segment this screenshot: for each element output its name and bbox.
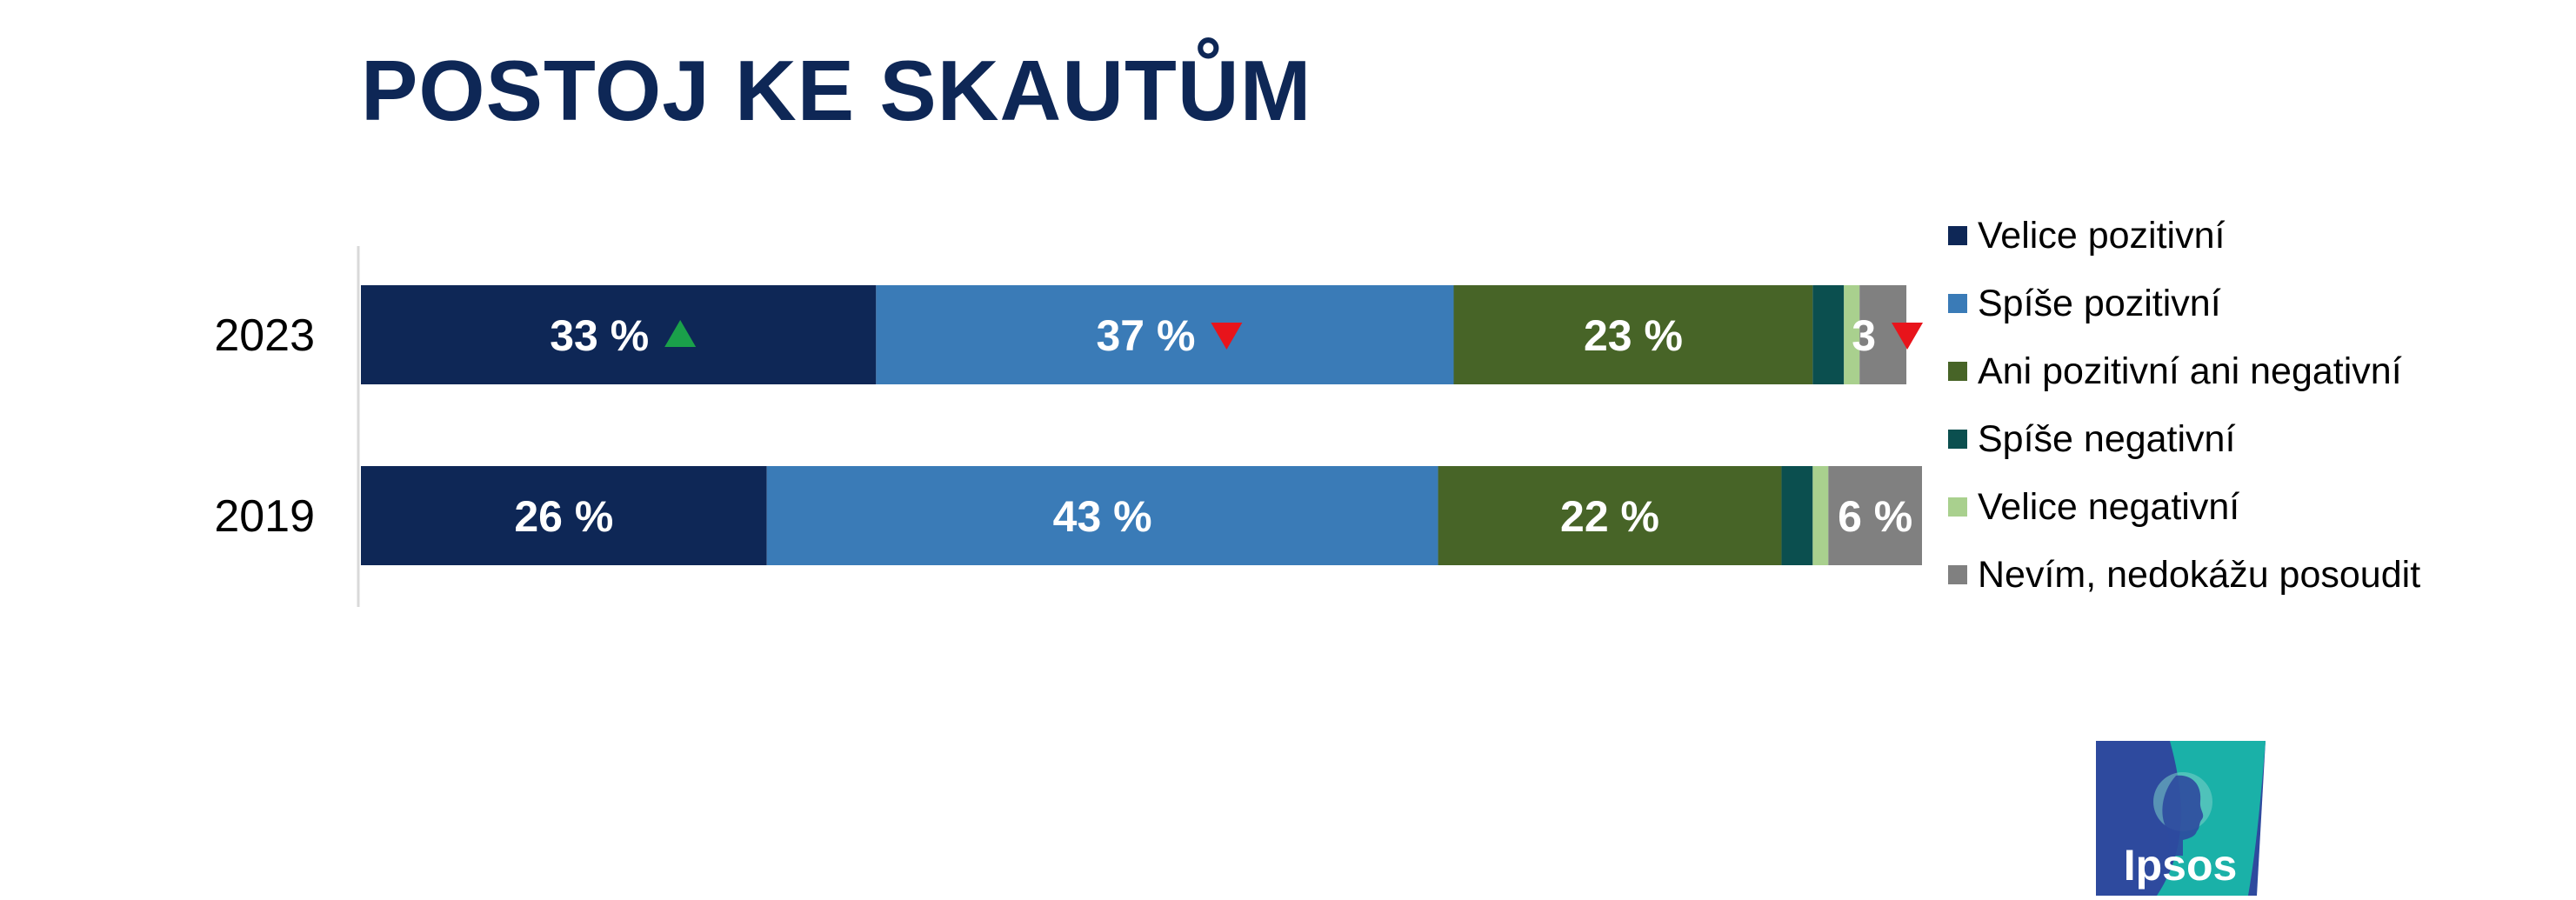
category-label-2023: 2023	[214, 310, 315, 361]
down-arrow-icon	[1211, 323, 1243, 350]
data-label-2023-2: 37 %	[1096, 311, 1195, 360]
legend-swatch	[1948, 565, 1967, 584]
bar-segment-2019-6	[1828, 466, 1922, 565]
down-arrow-icon	[1892, 323, 1924, 350]
up-arrow-icon	[664, 320, 697, 347]
legend-item-4: Spíše negativní	[1948, 405, 2420, 473]
bar-segment-2019-1	[361, 466, 767, 565]
bar-segment-2023-6	[1859, 285, 1907, 384]
data-label-2023-1: 33 %	[550, 311, 649, 360]
legend-swatch	[1948, 226, 1967, 245]
legend-swatch	[1948, 497, 1967, 517]
bar-segment-2023-4	[1812, 285, 1845, 384]
data-label-2019-1: 26 %	[514, 492, 613, 541]
category-label-2019: 2019	[214, 491, 315, 542]
legend-item-6: Nevím, nedokážu posoudit	[1948, 541, 2420, 609]
chart-legend: Velice pozitivní Spíše pozitivní Ani pozit…	[1948, 202, 2420, 609]
data-label-2019-6: 6 %	[1838, 492, 1912, 541]
legend-label: Ani pozitivní ani negativní	[1978, 350, 2402, 392]
bar-segment-2019-4	[1781, 466, 1813, 565]
ipsos-logo: Ipsos	[2096, 741, 2266, 896]
legend-label: Spíše pozitivní	[1978, 282, 2221, 324]
legend-item-3: Ani pozitivní ani negativní	[1948, 337, 2420, 405]
bar-segment-2023-3	[1453, 285, 1813, 384]
legend-label: Velice pozitivní	[1978, 214, 2226, 257]
page-title: POSTOJ KE SKAUTŮM	[361, 43, 1312, 138]
legend-label: Velice negativní	[1978, 485, 2240, 528]
legend-swatch	[1948, 430, 1967, 449]
legend-item-5: Velice negativní	[1948, 473, 2420, 541]
bar-segment-2023-2	[876, 285, 1454, 384]
bar-segment-2023-1	[361, 285, 877, 384]
bar-segment-2019-5	[1812, 466, 1829, 565]
legend-label: Spíše negativní	[1978, 417, 2236, 460]
legend-item-2: Spíše pozitivní	[1948, 270, 2420, 337]
data-label-2019-2: 43 %	[1053, 492, 1152, 541]
data-label-2023-6: 3	[1852, 311, 1876, 360]
legend-swatch	[1948, 294, 1967, 313]
data-label-2023-3: 23 %	[1584, 311, 1683, 360]
bar-segment-2019-3	[1438, 466, 1782, 565]
legend-item-1: Velice pozitivní	[1948, 202, 2420, 270]
logo-text: Ipsos	[2124, 841, 2238, 890]
data-label-2019-3: 22 %	[1560, 492, 1659, 541]
bar-segment-2023-5	[1844, 285, 1860, 384]
legend-swatch	[1948, 362, 1967, 381]
bar-segment-2019-2	[766, 466, 1438, 565]
legend-label: Nevím, nedokážu posoudit	[1978, 553, 2421, 596]
